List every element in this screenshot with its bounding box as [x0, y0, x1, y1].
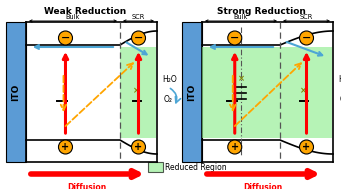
- Text: H₂O: H₂O: [338, 75, 341, 84]
- Circle shape: [228, 31, 242, 45]
- Text: H₂O: H₂O: [162, 75, 177, 84]
- Bar: [202, 47, 332, 138]
- Text: −: −: [230, 33, 239, 43]
- Circle shape: [299, 140, 313, 154]
- Text: ITO: ITO: [12, 83, 20, 101]
- Circle shape: [228, 140, 242, 154]
- Text: ITO: ITO: [188, 83, 196, 101]
- Text: −: −: [61, 33, 70, 43]
- Text: Diffusion: Diffusion: [67, 183, 106, 189]
- Text: SCR: SCR: [300, 14, 313, 20]
- Text: ×: ×: [133, 86, 140, 95]
- Circle shape: [132, 140, 146, 154]
- Text: −: −: [134, 33, 143, 43]
- Bar: [148, 162, 163, 172]
- Circle shape: [132, 31, 146, 45]
- Text: ×: ×: [237, 74, 244, 83]
- Text: −: −: [302, 33, 311, 43]
- Bar: [182, 22, 202, 162]
- Text: Bulk: Bulk: [234, 14, 248, 20]
- Text: O₂: O₂: [340, 95, 341, 105]
- Text: +: +: [302, 142, 311, 152]
- Text: Diffusion: Diffusion: [243, 183, 282, 189]
- Circle shape: [58, 140, 73, 154]
- Text: ×: ×: [300, 86, 307, 95]
- Text: Weak Reduction: Weak Reduction: [44, 7, 126, 16]
- Text: SCR: SCR: [132, 14, 145, 20]
- Circle shape: [299, 31, 313, 45]
- Circle shape: [58, 31, 73, 45]
- Text: O₂: O₂: [164, 95, 173, 105]
- Text: +: +: [61, 142, 70, 152]
- Text: Reduced Region: Reduced Region: [165, 163, 227, 171]
- Text: +: +: [231, 142, 239, 152]
- Bar: [120, 47, 156, 138]
- Text: Bulk: Bulk: [66, 14, 80, 20]
- Text: Strong Reduction: Strong Reduction: [217, 7, 306, 16]
- Bar: [6, 22, 26, 162]
- Text: +: +: [134, 142, 143, 152]
